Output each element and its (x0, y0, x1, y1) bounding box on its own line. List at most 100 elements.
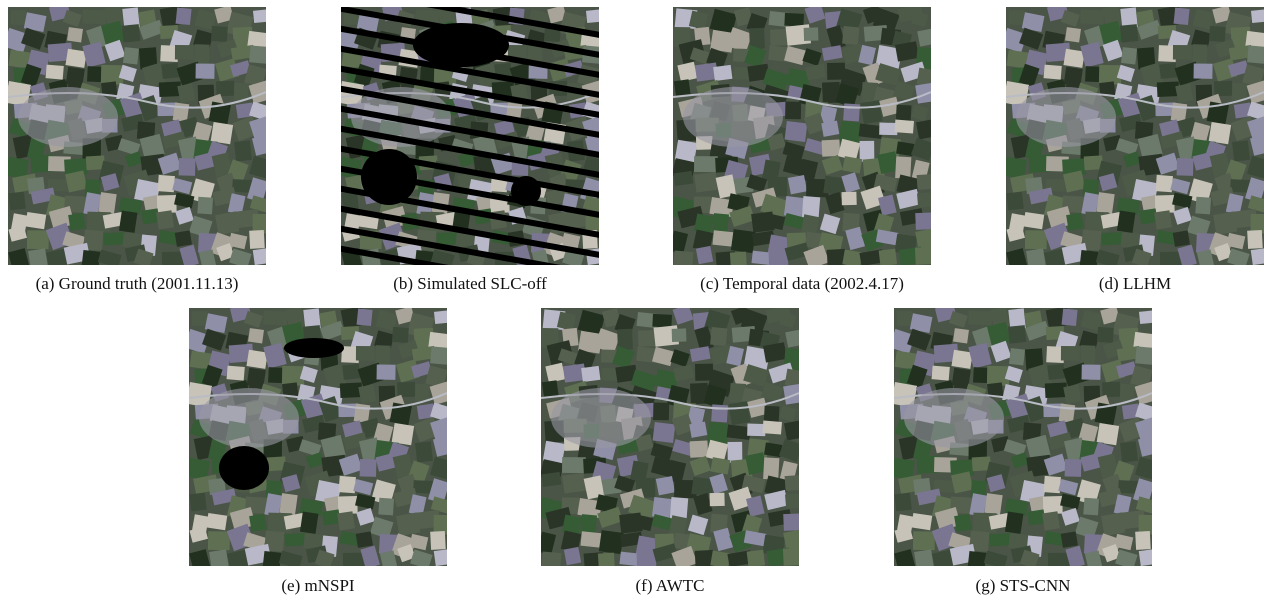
field (208, 531, 230, 550)
field (770, 29, 789, 46)
field (263, 311, 287, 326)
field (1063, 49, 1084, 68)
field (173, 102, 190, 121)
field (619, 552, 639, 566)
caption: (a) Ground truth (2001.11.13) (0, 274, 307, 294)
field (211, 122, 234, 144)
field (175, 230, 192, 246)
field (356, 346, 375, 361)
field (564, 547, 581, 565)
figure: (a) Ground truth (2001.11.13)(b) Simulat… (0, 0, 1271, 598)
satellite-image (1006, 7, 1264, 265)
field (638, 330, 657, 347)
field (586, 9, 599, 23)
field (189, 493, 206, 512)
field (1026, 248, 1046, 265)
field (911, 513, 932, 530)
field (209, 549, 229, 566)
satellite-image (541, 308, 799, 566)
field (1096, 192, 1114, 214)
field (1005, 512, 1023, 534)
field (842, 26, 859, 45)
field (954, 514, 972, 532)
field (156, 210, 174, 229)
field (728, 401, 750, 425)
field (227, 366, 245, 381)
field (1194, 63, 1213, 78)
field (248, 328, 264, 343)
unfilled-area (284, 338, 344, 358)
field (1209, 122, 1232, 144)
field (804, 27, 819, 41)
field (81, 250, 100, 265)
field (11, 10, 26, 25)
field (1120, 24, 1138, 42)
field (354, 403, 371, 422)
field (1251, 9, 1264, 23)
field (788, 175, 807, 194)
field (357, 309, 373, 327)
field (98, 192, 116, 214)
field (249, 45, 266, 64)
field (25, 212, 46, 229)
field (557, 312, 576, 331)
cloud-mask (413, 23, 509, 67)
field (1061, 531, 1078, 547)
field (653, 403, 669, 421)
field (1177, 158, 1194, 176)
field (123, 47, 139, 64)
field (1175, 83, 1193, 103)
field (119, 211, 137, 233)
field (1082, 364, 1101, 379)
field (1065, 27, 1081, 42)
field (67, 27, 83, 42)
field (696, 246, 713, 264)
field (46, 65, 64, 80)
field (879, 249, 897, 265)
field (917, 192, 931, 208)
field (1059, 403, 1076, 422)
field (1173, 45, 1192, 60)
field (68, 213, 86, 231)
field (1120, 441, 1138, 462)
field (953, 328, 969, 343)
field (730, 252, 747, 265)
field (932, 366, 950, 381)
field (177, 83, 195, 103)
field (338, 496, 358, 514)
bright-area (18, 87, 118, 147)
field (1042, 511, 1060, 530)
field (1062, 309, 1078, 327)
field (65, 49, 86, 68)
field (103, 232, 126, 245)
field (673, 250, 693, 265)
field (249, 230, 265, 249)
satellite-image (894, 308, 1152, 566)
field (415, 441, 433, 462)
field (1232, 83, 1247, 100)
field (713, 65, 732, 81)
field (360, 459, 377, 477)
field (914, 549, 934, 566)
field (1135, 531, 1151, 550)
bright-area (551, 388, 651, 448)
field (161, 63, 179, 79)
bright-area (683, 87, 783, 147)
field (1044, 65, 1062, 80)
field (894, 119, 914, 133)
field (356, 531, 373, 547)
field (951, 350, 972, 369)
field (1063, 170, 1085, 192)
field (785, 102, 801, 120)
field (392, 327, 409, 343)
field (1009, 348, 1025, 365)
field (689, 422, 707, 438)
field (562, 457, 586, 473)
field (1097, 327, 1114, 343)
field (917, 174, 931, 190)
field (1006, 192, 1023, 211)
field (430, 531, 446, 550)
caption: (c) Temporal data (2002.4.17) (632, 274, 972, 294)
field (821, 121, 839, 137)
field (1009, 10, 1024, 25)
